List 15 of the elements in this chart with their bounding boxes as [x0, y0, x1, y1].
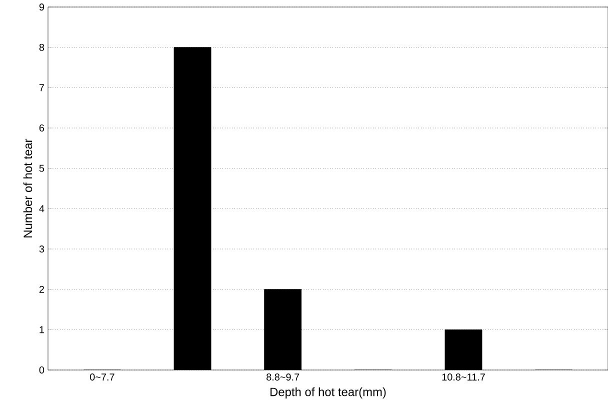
y-tick-label: 3: [39, 245, 44, 253]
y-tick-label: 2: [39, 286, 44, 293]
y-tick-label: 7: [39, 84, 44, 92]
x-tick-label: 0~7.7: [90, 374, 114, 381]
y-tick-label: 4: [39, 205, 44, 212]
y-tick-label: 1: [40, 326, 44, 334]
y-tick-label: 0: [39, 366, 44, 374]
y-axis-title: Number of hot tear: [23, 138, 32, 238]
x-axis-title: Depth of hot tear(mm): [270, 387, 386, 399]
y-tick-label: 6: [39, 124, 44, 132]
y-tick-label: 8: [39, 44, 44, 51]
y-tick-label: 5: [39, 164, 44, 172]
x-tick-label: 10.8~11.7: [442, 374, 485, 381]
y-tick-label: 9: [39, 3, 44, 11]
x-tick-label: 8.8~9.7: [266, 374, 300, 381]
